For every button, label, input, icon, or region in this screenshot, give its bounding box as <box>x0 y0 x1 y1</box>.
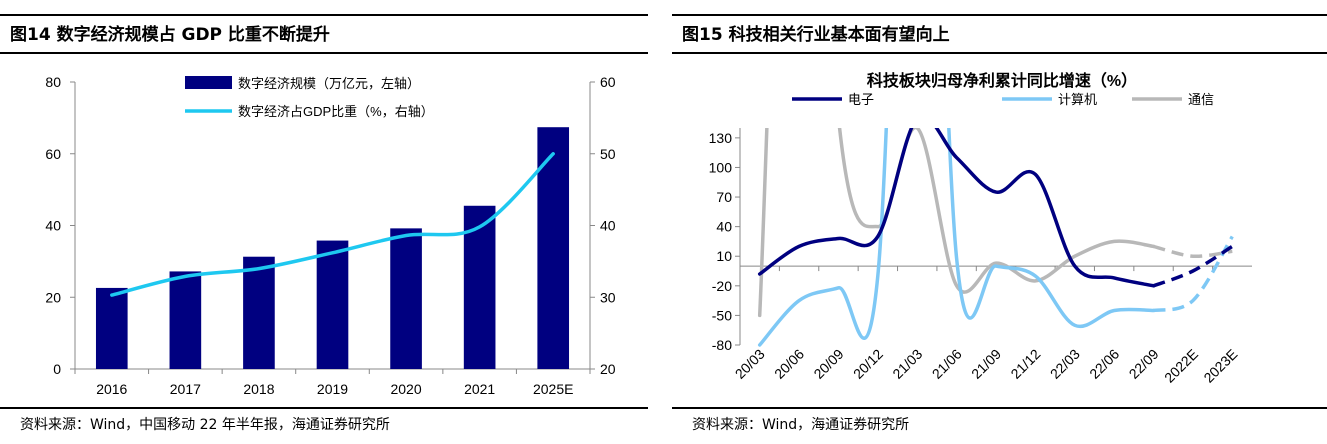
y-tick-label: -20 <box>712 278 732 294</box>
top-rule <box>0 14 648 16</box>
x-tick-label: 22/09 <box>1126 346 1162 382</box>
x-tick-label: 21/12 <box>1007 346 1043 382</box>
bar <box>390 228 422 369</box>
series-forecast-line <box>1153 235 1234 313</box>
source-note: 资料来源：Wind，海通证券研究所 <box>692 417 910 433</box>
left-tick-label: 60 <box>45 146 61 162</box>
bottom-rule <box>672 407 1327 409</box>
right-tick-label: 60 <box>600 74 616 90</box>
y-tick-label: 40 <box>716 219 732 235</box>
y-tick-label: 130 <box>709 130 733 146</box>
x-tick-label: 2025E <box>533 381 573 397</box>
left-tick-label: 80 <box>45 74 61 90</box>
x-tick-label: 2023E <box>1200 346 1240 386</box>
chart-title: 科技板块归母净利累计同比增速（%） <box>867 71 1137 90</box>
x-tick-label: 2018 <box>243 381 274 397</box>
left-tick-label: 40 <box>45 218 61 234</box>
series-forecast-line <box>1152 244 1234 288</box>
x-tick-label: 2021 <box>464 381 495 397</box>
y-tick-label: 70 <box>716 189 732 205</box>
bar <box>169 271 202 369</box>
right-tick-label: 30 <box>600 289 616 305</box>
y-tick-label: -50 <box>712 307 732 323</box>
series-line <box>757 128 1156 347</box>
series-forecast-line <box>1153 244 1233 259</box>
x-tick-label: 2016 <box>96 381 127 397</box>
x-tick-label: 20/06 <box>771 346 807 382</box>
figure-title: 图14 数字经济规模占 GDP 比重不断提升 <box>10 25 330 45</box>
series-line <box>757 128 1156 288</box>
legend-label: 计算机 <box>1058 92 1097 107</box>
y-tick-label: 100 <box>709 159 733 175</box>
bar <box>243 256 275 369</box>
right-tick-label: 50 <box>600 146 616 162</box>
source-note: 资料来源：Wind，中国移动 22 年半年报，海通证券研究所 <box>20 417 390 433</box>
series-group <box>757 128 1234 347</box>
x-tick-label: 2020 <box>390 381 421 397</box>
panel-right: 图15 科技相关行业基本面有望向上 科技板块归母净利累计同比增速（%） -80 -5… <box>672 0 1327 444</box>
right-tick-label: 20 <box>600 361 616 377</box>
x-tick-label: 21/06 <box>929 346 965 382</box>
share-line <box>110 152 555 297</box>
left-chart: 0 20 40 60 80 20 30 40 50 60 2016 2017 2018 2019 2020 2… <box>45 74 616 397</box>
x-tick-label: 22/06 <box>1086 346 1122 382</box>
bottom-rule <box>0 407 648 409</box>
x-tick-label: 2022E <box>1161 346 1201 386</box>
x-tick-label: 2019 <box>317 381 348 397</box>
legend-label: 数字经济规模（万亿元，左轴） <box>238 76 420 91</box>
legend-bar-swatch <box>185 76 232 89</box>
y-tick-label: 10 <box>716 248 732 264</box>
x-tick-label: 20/12 <box>850 346 886 382</box>
right-tick-label: 40 <box>600 218 616 234</box>
x-tick-label: 22/03 <box>1047 346 1083 382</box>
left-tick-label: 0 <box>53 361 61 377</box>
figure-title: 图15 科技相关行业基本面有望向上 <box>682 25 950 45</box>
x-tick-label: 21/03 <box>889 346 925 382</box>
x-tick-label: 2017 <box>170 381 201 397</box>
legend-label: 通信 <box>1188 92 1214 107</box>
legend-label: 数字经济占GDP比重（%，右轴） <box>238 104 434 119</box>
x-tick-label: 20/09 <box>810 346 846 382</box>
top-rule <box>672 14 1327 16</box>
panel-left: 图14 数字经济规模占 GDP 比重不断提升 0 20 40 60 80 20 30 40 50… <box>0 0 648 444</box>
x-tick-label: 21/09 <box>968 346 1004 382</box>
title-rule <box>0 52 648 54</box>
legend-label: 电子 <box>848 92 874 107</box>
bar <box>316 240 349 369</box>
left-tick-label: 20 <box>45 289 61 305</box>
right-chart: 科技板块归母净利累计同比增速（%） -80 -50 -20 10 40 70 100 130 20… <box>709 71 1252 386</box>
y-tick-label: -80 <box>712 337 732 353</box>
x-tick-label: 20/03 <box>732 346 768 382</box>
title-rule <box>672 52 1327 54</box>
bar <box>95 287 128 369</box>
